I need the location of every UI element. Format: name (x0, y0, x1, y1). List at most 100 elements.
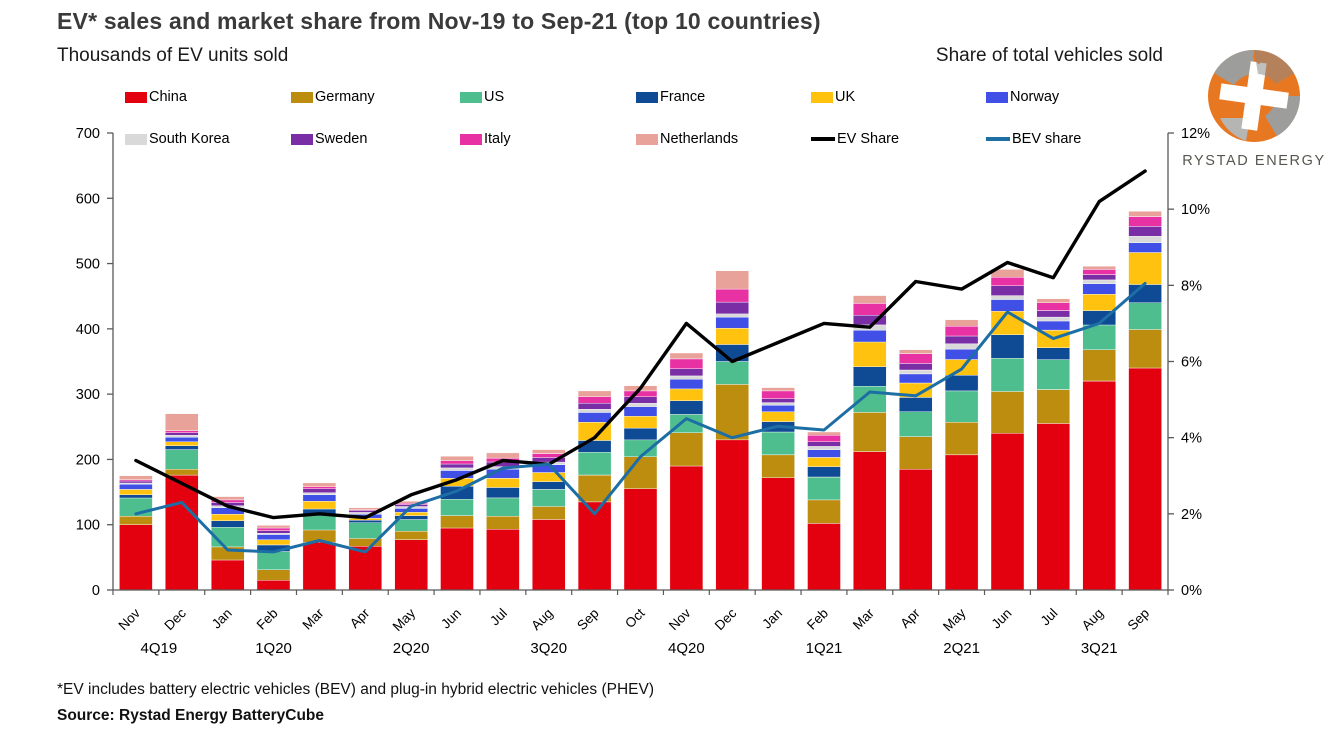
left-axis-tick-label: 700 (76, 126, 100, 142)
bar-segment-norway (807, 449, 841, 458)
bar-segment-sweden (807, 441, 841, 447)
legend-item-south-korea: South Korea (125, 131, 230, 147)
bar-segment-us (256, 551, 291, 570)
bar-segment-italy (440, 460, 474, 465)
month-label: Sep (1125, 606, 1153, 634)
bar-segment-netherlands (532, 449, 566, 454)
bar-segment-norway (1082, 283, 1116, 295)
quarter-label: 2Q21 (943, 640, 980, 657)
bar-segment-france (348, 519, 382, 523)
bar-segment-france (577, 440, 612, 453)
bar-segment-germany (1128, 329, 1162, 369)
left-axis-tick-label: 100 (76, 518, 100, 534)
bar-segment-us (853, 386, 887, 413)
month-label: Dec (712, 605, 740, 633)
bar-segment-us (440, 499, 474, 516)
bar-segment-south-korea (623, 403, 658, 407)
bar-segment-us (577, 452, 612, 476)
left-axis-tick-label: 200 (76, 452, 100, 468)
bar-segment-norway (990, 299, 1025, 312)
month-label: Aug (528, 606, 556, 634)
bar-month-4 (302, 482, 337, 591)
bar-segment-france (486, 487, 520, 499)
bar-segment-uk (807, 457, 841, 467)
right-axis-tick-label: 10% (1181, 202, 1210, 218)
bar-segment-us (165, 449, 199, 470)
bar-segment-china (119, 524, 153, 591)
legend-item-uk: UK (811, 89, 855, 105)
bar-segment-sweden (1128, 226, 1162, 237)
bar-segment-uk (669, 388, 704, 401)
bar-segment-uk (210, 514, 245, 521)
bar-segment-netherlands (302, 482, 337, 487)
bar-segment-us (761, 431, 795, 455)
month-label: Dec (161, 605, 189, 633)
bar-segment-norway (715, 316, 749, 329)
bar-segment-uk (990, 311, 1025, 335)
bar-segment-uk (119, 489, 153, 495)
legend-item-germany: Germany (291, 89, 375, 105)
bar-segment-us (807, 476, 841, 501)
bar-segment-france (990, 334, 1025, 359)
bar-segment-south-korea (669, 375, 704, 380)
bar-segment-china (302, 542, 337, 591)
left-axis-tick-label: 300 (76, 387, 100, 403)
month-label: Jun (438, 606, 464, 632)
bar-segment-uk (1128, 252, 1162, 285)
quarter-label: 2Q20 (393, 640, 430, 657)
bar-segment-south-korea (165, 435, 199, 438)
bar-segment-uk (256, 539, 291, 546)
bar-segment-france (210, 520, 245, 528)
bar-segment-netherlands (486, 452, 520, 459)
bar-segment-us (394, 519, 428, 532)
legend-swatch-france (636, 91, 658, 103)
bar-segment-netherlands (853, 295, 887, 304)
bar-segment-uk (761, 411, 795, 422)
bar-segment-germany (165, 469, 199, 476)
bar-segment-netherlands (899, 349, 933, 354)
month-label: May (940, 605, 969, 634)
month-label: Aug (1079, 606, 1107, 634)
bar-segment-us (1128, 302, 1162, 330)
bar-month-19 (990, 269, 1025, 591)
bar-segment-italy (302, 486, 337, 489)
bar-segment-sweden (944, 335, 979, 345)
bar-segment-germany (761, 454, 795, 478)
source-credit: Source: Rystad Energy BatteryCube (57, 707, 325, 724)
bar-segment-china (761, 477, 795, 591)
legend-label: BEV share (1012, 131, 1082, 147)
bar-segment-germany (715, 384, 749, 441)
legend-swatch-sweden (291, 133, 313, 145)
bar-segment-china (532, 519, 566, 591)
bar-segment-france (944, 375, 979, 392)
legend-label: South Korea (149, 131, 230, 147)
month-label: Oct (622, 605, 648, 631)
right-axis-tick-label: 0% (1181, 583, 1202, 599)
bar-month-11 (623, 385, 658, 591)
bar-segment-south-korea (577, 409, 612, 413)
month-label: Apr (347, 605, 373, 631)
bar-segment-france (807, 466, 841, 478)
bar-segment-norway (899, 373, 933, 384)
bar-month-10 (577, 390, 612, 591)
bar-segment-sweden (165, 432, 199, 436)
bar-month-21 (1082, 266, 1116, 591)
bar-segment-south-korea (1082, 279, 1116, 284)
bar-segment-germany (807, 499, 841, 524)
bar-segment-norway (1036, 320, 1071, 331)
legend-item-us: US (460, 89, 505, 105)
bar-segment-italy (807, 435, 841, 442)
legend-label: Netherlands (660, 131, 739, 147)
bar-segment-us (348, 522, 382, 539)
bar-segment-us (899, 411, 933, 437)
bar-month-13 (715, 270, 749, 591)
bar-month-0 (119, 475, 153, 591)
bar-segment-germany (990, 391, 1025, 434)
bar-month-17 (899, 349, 933, 591)
right-axis-tick-label: 8% (1181, 278, 1202, 294)
bar-segment-sweden (440, 463, 474, 469)
legend-label: US (484, 89, 505, 105)
legend-item-sweden: Sweden (291, 131, 367, 147)
legend-label: Italy (484, 131, 511, 147)
